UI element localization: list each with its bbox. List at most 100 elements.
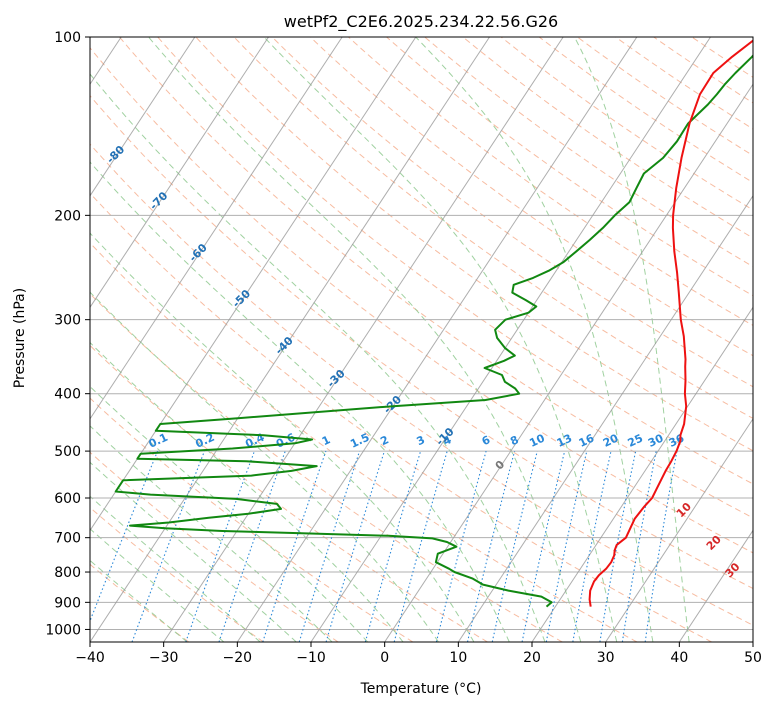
dry-adiabat — [195, 37, 753, 452]
isotherm-gridline — [90, 37, 417, 532]
mixing-ratio-line — [545, 450, 588, 642]
mixing-ratio-line — [364, 450, 422, 642]
plot-area: 0.1 0.2 0.4 0.6 1 1.5 2 3 4 6 8 10 13 16 20 25 30 36-100-… — [15, 37, 768, 642]
isotherm-gridline — [384, 83, 753, 642]
mixing-ratio-line — [298, 450, 361, 642]
mixing-ratio-line — [521, 450, 566, 642]
isotherm-gridline — [678, 529, 753, 642]
x-tick-label: −20 — [223, 650, 253, 666]
mixing-ratio-label: 1.5 — [348, 431, 371, 451]
dry-adiabat-label: 40 — [748, 588, 768, 608]
moist-adiabat-label: -20 — [381, 393, 404, 416]
mixing-ratio-label: 16 — [577, 431, 597, 449]
isotherm-gridline — [90, 37, 343, 420]
x-tick-label: −30 — [149, 650, 179, 666]
dry-adiabat — [309, 37, 753, 357]
moist-adiabat-label: -80 — [104, 143, 127, 166]
dry-adiabat — [424, 37, 753, 268]
mixing-ratio-line — [185, 450, 255, 642]
isotherm-gridline — [752, 641, 753, 642]
x-tick-label: 10 — [449, 650, 467, 666]
moist-adiabat-label: -40 — [273, 334, 296, 357]
mixing-ratio-label: 3 — [414, 433, 426, 448]
mixing-ratio-line — [218, 450, 286, 642]
moist-adiabat — [90, 73, 546, 642]
dry-adiabat — [90, 344, 488, 642]
moist-adiabat — [415, 37, 654, 642]
y-tick-label: 900 — [54, 595, 81, 611]
mixing-ratio-line — [325, 450, 385, 642]
y-tick-label: 300 — [54, 313, 81, 329]
mixing-ratio-label: 13 — [555, 432, 574, 450]
dry-adiabat — [90, 563, 190, 642]
moist-adiabat-label: -50 — [230, 287, 253, 310]
dry-adiabat — [615, 37, 753, 130]
x-tick-label: 40 — [670, 650, 688, 666]
moist-adiabat-label: -60 — [187, 241, 210, 264]
dry-adiabat — [386, 37, 753, 297]
mixing-ratio-line — [262, 450, 327, 642]
dry-adiabat — [577, 37, 753, 157]
dry-adiabat — [271, 37, 753, 388]
y-tick-label: 400 — [54, 387, 81, 403]
dry-adiabat — [462, 37, 753, 239]
isotherm-gridline — [163, 37, 564, 642]
mixing-ratio-label: 36 — [667, 431, 687, 449]
isotherm-gridline — [236, 37, 638, 642]
mixing-ratio-label: 30 — [646, 431, 666, 449]
mixing-ratio-line — [491, 450, 538, 642]
moist-adiabat — [90, 559, 188, 642]
moist-adiabat — [90, 528, 225, 642]
mixing-ratio-label: 20 — [601, 431, 621, 449]
x-tick-label: 0 — [380, 650, 389, 666]
chart-title: wetPf2_C2E6.2025.234.22.56.G26 — [284, 12, 558, 32]
dry-adiabat-label: 20 — [704, 533, 724, 553]
mixing-ratio-line — [90, 450, 159, 623]
x-tick-label: −40 — [75, 650, 105, 666]
y-tick-label: 500 — [54, 444, 81, 460]
moist-adiabat-label: -30 — [325, 367, 348, 390]
isotherm-gridline — [531, 306, 753, 642]
isotherm-gridline — [310, 37, 711, 642]
moist-adiabat-label: -100 — [15, 48, 44, 77]
mixing-ratio-line — [131, 450, 205, 642]
x-tick-label: 30 — [597, 650, 615, 666]
dry-adiabat-label: 30 — [723, 560, 743, 580]
dry-adiabat-label: 10 — [674, 500, 694, 520]
y-tick-label: 800 — [54, 565, 81, 581]
mixing-ratio-label: 0.6 — [274, 431, 297, 451]
mixing-ratio-line — [393, 450, 448, 642]
mixing-ratio-line — [466, 450, 516, 642]
mixing-ratio-label: 8 — [508, 433, 520, 448]
moist-adiabat — [90, 425, 333, 642]
plot-frame — [89, 36, 754, 643]
mixing-ratio-line — [599, 450, 637, 642]
dry-adiabat — [691, 37, 753, 78]
moist-adiabat — [90, 341, 404, 642]
moist-adiabat — [90, 161, 510, 642]
mixing-ratio-label: 1 — [320, 433, 332, 448]
dry-adiabat — [90, 47, 753, 554]
dry-adiabat — [90, 293, 563, 642]
x-axis-label: Temperature (°C) — [360, 681, 482, 697]
moist-adiabat — [90, 232, 475, 642]
dry-adiabat — [90, 143, 753, 626]
isotherm-gridline — [605, 417, 753, 642]
moist-adiabat-label: -90 — [63, 94, 86, 117]
x-tick-label: 20 — [523, 650, 541, 666]
dewpoint-line — [114, 54, 753, 608]
y-tick-label: 700 — [54, 531, 81, 547]
moist-adiabat-label: -10 — [433, 425, 456, 448]
mixing-ratio-label: 25 — [626, 432, 645, 450]
x-tick-label: 50 — [744, 650, 762, 666]
dry-adiabat — [119, 37, 753, 519]
y-tick-label: 100 — [54, 30, 81, 46]
isotherm-gridline — [90, 37, 269, 309]
mixing-ratio-label: 6 — [480, 433, 493, 448]
moist-adiabat — [90, 461, 297, 642]
moist-adiabat — [90, 495, 261, 642]
y-tick-label: 600 — [54, 491, 81, 507]
moist-adiabat — [148, 37, 582, 642]
mixing-ratio-label: 0.1 — [147, 431, 170, 451]
